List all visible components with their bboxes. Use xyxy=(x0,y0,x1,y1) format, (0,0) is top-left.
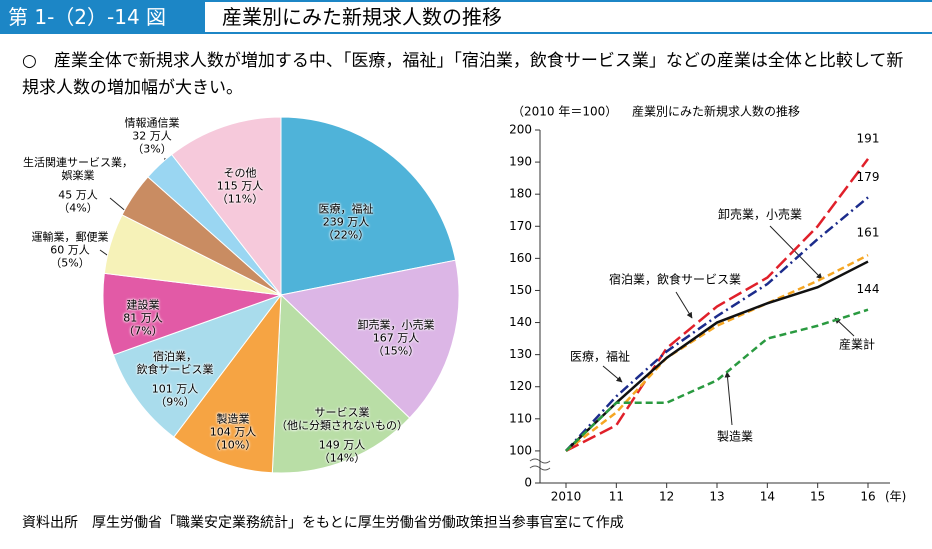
slice-value: 45 万人 xyxy=(58,188,98,202)
x-tick-label: 15 xyxy=(810,490,825,504)
pie-slice xyxy=(279,259,460,419)
x-tick-label: 16 xyxy=(860,490,875,504)
slice-value: 32 万人 xyxy=(132,129,172,143)
slice-value: 81 万人 xyxy=(123,311,163,325)
arrow xyxy=(724,371,733,426)
slice-percent: （3%） xyxy=(132,142,172,156)
slice-name: その他 xyxy=(223,166,257,180)
end-label: 191 xyxy=(857,131,880,145)
slice-percent: （15%） xyxy=(372,344,420,358)
slice-percent: （22%） xyxy=(322,228,370,242)
summary: ○ 産業全体で新規求人数が増加する中、「医療，福祉」「宿泊業，飲食サービス業」な… xyxy=(22,51,904,98)
y-tick-label: 110 xyxy=(509,411,532,425)
line-title: 産業別にみた新規求人数の推移 xyxy=(632,104,800,119)
slice-name: 医療，福祉 xyxy=(318,202,374,216)
series-label: 製造業 xyxy=(717,430,753,444)
pie-slice xyxy=(280,116,457,296)
slice-percent: （4%） xyxy=(58,201,98,215)
slice-percent: （5%） xyxy=(50,256,90,270)
slice-percent: （7%） xyxy=(123,324,163,338)
source: 資料出所 厚生労働省「職業安定業務統計」をもとに厚生労働省労働政策担当参事官室に… xyxy=(22,515,624,531)
slice-percent: （10%） xyxy=(209,438,257,452)
y-tick-label: 150 xyxy=(509,283,532,297)
y-tick-label: 170 xyxy=(509,219,532,233)
slice-percent: （9%） xyxy=(155,395,195,409)
slice-name: 生活関連サービス業， 娯楽業 xyxy=(23,156,133,182)
y-tick-label: 140 xyxy=(509,315,532,329)
figure-number: 第 1-（2）-14 図 xyxy=(0,0,205,34)
y-tick-label: 100 xyxy=(509,443,532,457)
arrow xyxy=(769,225,823,280)
y-tick-label: 130 xyxy=(509,347,532,361)
slice-value: 104 万人 xyxy=(209,425,257,439)
y-tick-label: 0 xyxy=(524,476,532,490)
slice-name: 卸売業，小売業 xyxy=(357,318,435,332)
end-label: 179 xyxy=(857,170,880,184)
slice-name: 建設業 xyxy=(126,298,160,312)
slice-name: 運輸業，郵便業 xyxy=(31,230,109,244)
series-line xyxy=(565,158,870,453)
y-tick-label: 120 xyxy=(509,379,532,393)
header-title: 産業別にみた新規求人数の推移 xyxy=(222,5,502,29)
y-tick-label: 200 xyxy=(509,123,532,137)
arrow xyxy=(834,317,855,337)
x-tick-label: 12 xyxy=(659,490,674,504)
unit-note: （2010 年＝100） xyxy=(512,105,617,119)
pie-slice xyxy=(271,293,411,474)
arrow xyxy=(602,365,623,383)
slice-value: 149 万人 xyxy=(318,438,366,452)
arrow xyxy=(675,291,693,319)
pie-slice xyxy=(112,293,283,438)
pie-slice xyxy=(173,293,282,474)
x-tick-label: 2010 xyxy=(551,490,582,504)
slice-value: 101 万人 xyxy=(151,382,199,396)
slice-value: 167 万人 xyxy=(372,331,420,345)
x-tick-label: 11 xyxy=(609,490,624,504)
series-line xyxy=(565,308,869,452)
slice-percent: （11%） xyxy=(216,192,264,206)
slice-value: 115 万人 xyxy=(216,179,264,193)
y-tick-label: 190 xyxy=(509,155,532,169)
header-bar xyxy=(205,0,932,34)
slice-value: 239 万人 xyxy=(322,215,370,229)
x-tick-label: 14 xyxy=(760,490,775,504)
series-label: 宿泊業，飲食サービス業 xyxy=(609,272,741,287)
pie-slice xyxy=(171,116,282,297)
series-label: 卸売業，小売業 xyxy=(718,207,802,222)
series-label: 産業計 xyxy=(839,337,875,352)
end-label: 161 xyxy=(857,226,880,240)
slice-name: 情報通信業 xyxy=(124,116,180,130)
slice-name: 製造業 xyxy=(216,412,250,426)
series-label: 医療，福祉 xyxy=(570,349,630,364)
slice-percent: （14%） xyxy=(318,451,366,465)
y-tick-label: 180 xyxy=(509,187,532,201)
x-tick-label: 13 xyxy=(709,490,724,504)
slice-value: 60 万人 xyxy=(50,243,90,257)
series-line xyxy=(565,196,869,452)
slice-name: サービス業 （他に分類されないもの） xyxy=(276,406,408,432)
slice-name: 宿泊業， 飲食サービス業 xyxy=(136,350,214,376)
y-tick-label: 160 xyxy=(509,251,532,265)
end-label: 144 xyxy=(857,282,880,296)
x-label: (年) xyxy=(885,490,906,504)
